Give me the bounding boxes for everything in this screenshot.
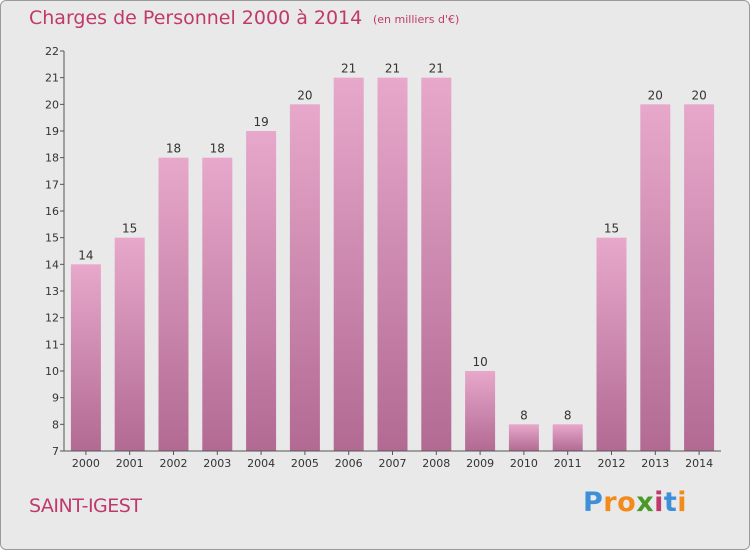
y-tick-label: 20	[45, 98, 59, 111]
logo-letter: o	[617, 487, 637, 518]
logo-letter: x	[636, 487, 655, 518]
y-tick-label: 14	[45, 258, 59, 271]
bar-value-label: 18	[210, 142, 225, 156]
y-tick-label: 9	[52, 392, 59, 405]
bar	[596, 237, 627, 451]
x-tick-label: 2001	[116, 457, 144, 470]
x-tick-label: 2003	[203, 457, 231, 470]
x-tick-label: 2006	[335, 457, 363, 470]
bar-value-label: 15	[604, 222, 619, 236]
logo-letter: i	[654, 487, 664, 518]
bar-value-label: 8	[520, 408, 528, 422]
bar	[640, 104, 671, 451]
bar-value-label: 14	[78, 248, 93, 262]
y-tick-label: 21	[45, 72, 59, 85]
y-tick-label: 19	[45, 125, 59, 138]
logo-letter: i	[677, 487, 688, 518]
bar-value-label: 18	[166, 142, 181, 156]
bar	[114, 237, 145, 451]
x-tick-label: 2004	[247, 457, 275, 470]
x-tick-label: 2012	[598, 457, 626, 470]
bar	[246, 131, 277, 451]
bar	[684, 104, 715, 451]
x-tick-label: 2010	[510, 457, 538, 470]
x-tick-label: 2009	[466, 457, 494, 470]
logo-letter: P	[583, 487, 604, 518]
bar	[465, 371, 496, 451]
chart-subtitle: (en milliers d'€)	[373, 13, 460, 26]
x-tick-label: 2005	[291, 457, 319, 470]
bar-value-label: 15	[122, 222, 137, 236]
y-tick-label: 8	[52, 418, 59, 431]
chart-title: Charges de Personnel 2000 à 2014	[29, 7, 363, 29]
bar-value-label: 20	[691, 88, 706, 102]
x-tick-label: 2013	[641, 457, 669, 470]
y-tick-label: 22	[45, 45, 59, 58]
bar	[202, 157, 233, 451]
y-tick-label: 10	[45, 365, 59, 378]
bar	[552, 424, 583, 451]
y-tick-label: 15	[45, 232, 59, 245]
x-tick-label: 2002	[160, 457, 188, 470]
location-name: SAINT-IGEST	[29, 495, 142, 517]
bar	[158, 157, 189, 451]
x-tick-label: 2007	[379, 457, 407, 470]
y-tick-label: 18	[45, 152, 59, 165]
logo-letter: t	[663, 487, 678, 518]
y-tick-label: 13	[45, 285, 59, 298]
bar	[508, 424, 539, 451]
bar	[377, 77, 408, 452]
bar	[333, 77, 364, 452]
y-tick-label: 16	[45, 205, 59, 218]
bar-value-label: 19	[253, 115, 268, 129]
x-tick-label: 2000	[72, 457, 100, 470]
y-tick-label: 17	[45, 178, 59, 191]
y-tick-label: 7	[52, 445, 59, 458]
y-tick-label: 12	[45, 312, 59, 325]
proxiti-logo: Proxiti	[583, 487, 687, 518]
bar	[70, 264, 101, 451]
x-tick-label: 2008	[422, 457, 450, 470]
x-tick-label: 2011	[554, 457, 582, 470]
bar-value-label: 20	[297, 88, 312, 102]
bar-value-label: 21	[429, 62, 444, 76]
bar-value-label: 10	[472, 355, 487, 369]
bar-value-label: 21	[341, 62, 356, 76]
logo-letter: r	[603, 487, 618, 518]
bar	[289, 104, 320, 451]
y-tick-label: 11	[45, 338, 59, 351]
bar-value-label: 8	[564, 408, 572, 422]
bar-value-label: 20	[648, 88, 663, 102]
bar	[421, 77, 452, 452]
bar-value-label: 21	[385, 62, 400, 76]
x-tick-label: 2014	[685, 457, 713, 470]
